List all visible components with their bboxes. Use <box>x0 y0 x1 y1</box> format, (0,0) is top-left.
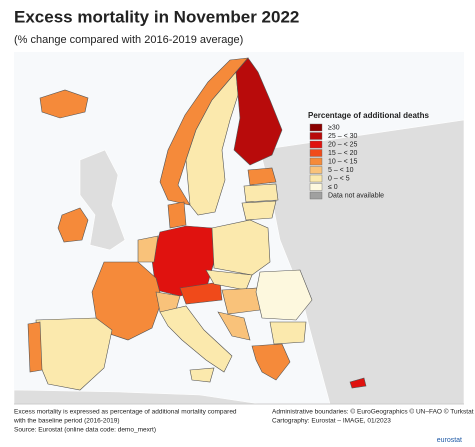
greece <box>251 343 291 381</box>
france <box>91 261 163 341</box>
finland <box>233 57 283 166</box>
ireland <box>57 207 89 243</box>
legend-title: Percentage of additional deaths <box>308 111 429 120</box>
legend-label: 5 – < 10 <box>328 167 354 174</box>
logo: eurostat <box>437 437 462 444</box>
uk <box>79 149 126 251</box>
denmark <box>167 201 187 229</box>
estonia <box>247 167 277 186</box>
credit: Administrative boundaries: © EuroGeograp… <box>272 408 474 416</box>
latvia <box>243 183 279 203</box>
cyprus <box>349 377 367 389</box>
credit: Cartography: Eurostat – IMAGE, 01/2023 <box>272 418 391 425</box>
benelux <box>137 235 159 263</box>
legend-swatch <box>309 140 323 149</box>
legend-label: 10 – < 15 <box>328 159 357 166</box>
legend-label: 25 – < 30 <box>328 133 357 140</box>
romania <box>255 269 313 321</box>
sweden <box>185 71 239 216</box>
portugal <box>27 321 43 373</box>
poland <box>211 219 271 276</box>
footnote: with the baseline period (2016-2019) <box>13 418 120 425</box>
legend-swatch <box>309 166 323 174</box>
legend-swatch <box>309 183 323 191</box>
legend-label: 0 – < 5 <box>328 176 350 183</box>
footnote: Excess mortality is expressed as percent… <box>14 409 237 416</box>
notes: Excess mortality is expressed as percent… <box>13 408 474 434</box>
legend-swatch <box>309 123 323 132</box>
map <box>13 52 465 405</box>
subtitle: (% change compared with 2016-2019 averag… <box>14 34 243 46</box>
italy <box>159 305 233 373</box>
bulgaria <box>269 321 307 345</box>
legend-label: 20 – < 25 <box>328 142 357 149</box>
legend-swatch <box>309 157 323 166</box>
iceland <box>39 89 89 119</box>
legend-label: ≥30 <box>328 125 340 132</box>
legend-label: ≤ 0 <box>328 184 338 191</box>
legend-label: 15 – < 20 <box>328 150 357 157</box>
legend-swatch <box>309 132 323 140</box>
legend-swatch <box>309 149 323 157</box>
lithuania <box>241 200 277 221</box>
title: Excess mortality in November 2022 <box>14 7 299 26</box>
croatia <box>217 311 251 341</box>
sicily <box>189 367 215 383</box>
hungary <box>221 287 261 315</box>
footnote: Source: Eurostat (online data code: demo… <box>14 427 156 434</box>
austria <box>179 281 223 305</box>
legend-swatch <box>309 191 323 200</box>
legend-label: Data not available <box>328 193 384 200</box>
legend-swatch <box>309 174 323 183</box>
